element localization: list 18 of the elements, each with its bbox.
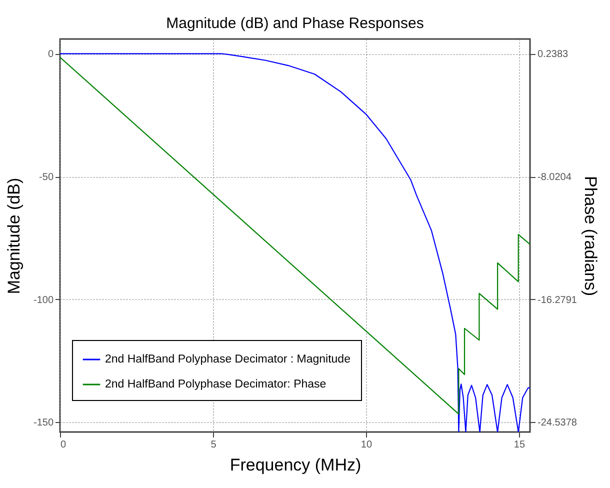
y2-tick-label: 0.2383 bbox=[538, 49, 569, 60]
y2-tick-label: -24.5378 bbox=[538, 418, 578, 429]
chart-title: Magnitude (dB) and Phase Responses bbox=[166, 15, 424, 32]
y2-tick-label: -8.0204 bbox=[538, 172, 572, 184]
y2-tick-label: -16.2791 bbox=[538, 294, 578, 306]
y2-axis-title: Phase (radians) bbox=[580, 176, 600, 296]
x-tick-label: 15 bbox=[514, 440, 526, 450]
legend-label: 2nd HalfBand Polyphase Decimator : Magnitude bbox=[105, 354, 350, 366]
y-axis-title: Magnitude (dB) bbox=[4, 178, 24, 294]
x-tick-label: 0 bbox=[60, 440, 66, 450]
x-tick-label: 10 bbox=[360, 440, 372, 450]
x-axis-title: Frequency (MHz) bbox=[230, 456, 362, 474]
y-tick-label: 0 bbox=[48, 49, 54, 60]
legend-label: 2nd HalfBand Polyphase Decimator: Phase bbox=[105, 378, 326, 390]
y-tick-label: -150 bbox=[33, 418, 54, 429]
x-tick-label: 5 bbox=[210, 440, 217, 450]
y-tick-label: -50 bbox=[39, 172, 54, 184]
y-tick-label: -100 bbox=[33, 294, 54, 306]
